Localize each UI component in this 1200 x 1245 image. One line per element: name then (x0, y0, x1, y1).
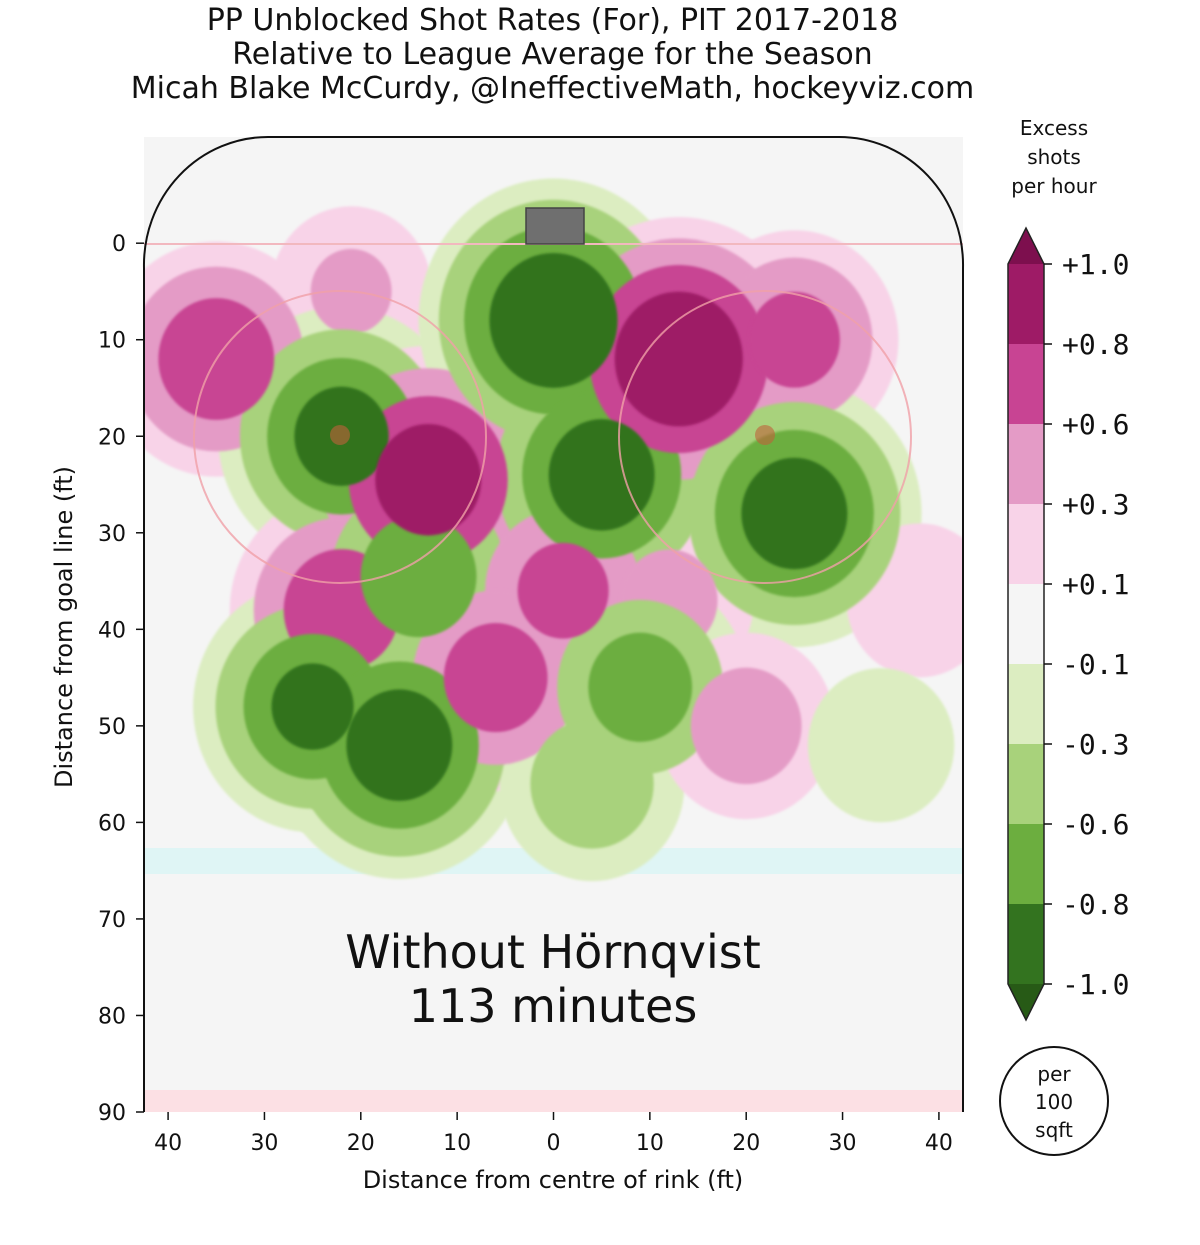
y-tick-label: 40 (98, 618, 126, 643)
x-tick-label: 10 (636, 1131, 664, 1156)
colorbar-segment (1008, 344, 1044, 424)
x-tick-label: 40 (925, 1131, 953, 1156)
deficit-shot-contour (530, 718, 654, 849)
colorbar-tick-label: -0.8 (1062, 888, 1129, 921)
colorbar-tick-label: -0.1 (1062, 648, 1129, 681)
colorbar-segment (1008, 824, 1044, 904)
y-tick-label: 80 (98, 1004, 126, 1029)
colorbar-title-3: per hour (1011, 174, 1097, 198)
excess-shot-contour (375, 423, 482, 536)
rink-boards (142, 136, 965, 1112)
colorbar: Excess shots per hour +1.0 +0.8 +0.6 +0.3 +0… (999, 116, 1129, 1156)
colorbar-title-1: Excess (1020, 116, 1088, 140)
unit-line-3: sqft (1035, 1118, 1073, 1142)
x-tick-label: 40 (154, 1131, 182, 1156)
excess-shot-contour (748, 291, 840, 388)
y-tick-label: 30 (98, 522, 126, 547)
x-tick-label: 30 (250, 1131, 278, 1156)
y-axis-label: Distance from goal line (ft) (50, 466, 78, 788)
colorbar-extend-bottom (1008, 984, 1044, 1020)
colorbar-segment (1008, 744, 1044, 824)
deficit-shot-contour (548, 419, 655, 531)
y-tick-label: 20 (98, 425, 126, 450)
colorbar-tick-label: +0.8 (1062, 328, 1129, 361)
colorbar-tick-label: -0.6 (1062, 808, 1129, 841)
right-faceoff-dot (755, 425, 775, 445)
x-tick-label: 10 (443, 1131, 471, 1156)
colorbar-tick-label: +0.6 (1062, 408, 1129, 441)
deficit-shot-contour (346, 689, 453, 801)
centre-line-band (144, 1090, 963, 1112)
y-tick-label: 50 (98, 715, 126, 740)
excess-shot-contour (690, 667, 802, 785)
deficit-shot-contour (360, 515, 477, 638)
left-faceoff-circle (193, 290, 487, 584)
colorbar-tick-label: -1.0 (1062, 968, 1129, 1001)
colorbar-tick-label: +0.1 (1062, 568, 1129, 601)
colorbar-segment (1008, 664, 1044, 744)
x-axis: 40 30 20 10 0 10 20 30 40 (154, 1112, 953, 1156)
colorbar-segment (1008, 424, 1044, 504)
goal-net (525, 207, 585, 245)
title-line-1: PP Unblocked Shot Rates (For), PIT 2017-… (206, 3, 899, 38)
deficit-shot-contour (741, 457, 848, 570)
right-faceoff-circle (618, 290, 912, 584)
x-tick-label: 30 (829, 1131, 857, 1156)
deficit-shot-contour (271, 663, 354, 750)
colorbar-tick-label: +0.3 (1062, 488, 1129, 521)
unit-line-2: 100 (1035, 1090, 1073, 1114)
deficit-shot-contour (489, 253, 618, 388)
deficit-shot-contour (588, 632, 693, 742)
colorbar-segment (1008, 504, 1044, 584)
annotation-line-1: Without Hörnqvist (345, 925, 761, 979)
colorbar-title-2: shots (1027, 145, 1081, 169)
x-axis-label: Distance from centre of rink (ft) (363, 1166, 744, 1194)
title-line-2: Relative to League Average for the Seaso… (232, 37, 873, 72)
y-tick-label: 90 (98, 1101, 126, 1126)
annotation-line-2: 113 minutes (409, 979, 698, 1033)
left-faceoff-dot (330, 425, 350, 445)
y-tick-label: 0 (112, 232, 126, 257)
excess-shot-contour (517, 542, 609, 639)
colorbar-tick-label: -0.3 (1062, 728, 1129, 761)
title-line-3: Micah Blake McCurdy, @IneffectiveMath, h… (130, 71, 975, 106)
excess-shot-contour (614, 291, 743, 427)
colorbar-tick-label: +1.0 (1062, 248, 1129, 281)
colorbar-segment (1008, 584, 1044, 664)
unit-line-1: per (1037, 1062, 1071, 1086)
colorbar-segment (1008, 904, 1044, 984)
y-tick-label: 70 (98, 908, 126, 933)
y-tick-label: 10 (98, 329, 126, 354)
x-tick-label: 20 (732, 1131, 760, 1156)
x-tick-label: 0 (547, 1131, 561, 1156)
colorbar-segment (1008, 264, 1044, 344)
deficit-shot-contour (807, 668, 955, 823)
excess-shot-contour (443, 623, 548, 733)
y-tick-label: 60 (98, 811, 126, 836)
colorbar-extend-top (1008, 228, 1044, 264)
heatmap (143, 178, 964, 882)
unit-circle (999, 1046, 1109, 1156)
x-tick-label: 20 (347, 1131, 375, 1156)
chart-title: PP Unblocked Shot Rates (For), PIT 2017-… (0, 4, 1105, 106)
y-axis: 0 10 20 30 40 50 60 70 80 90 (98, 232, 144, 1126)
